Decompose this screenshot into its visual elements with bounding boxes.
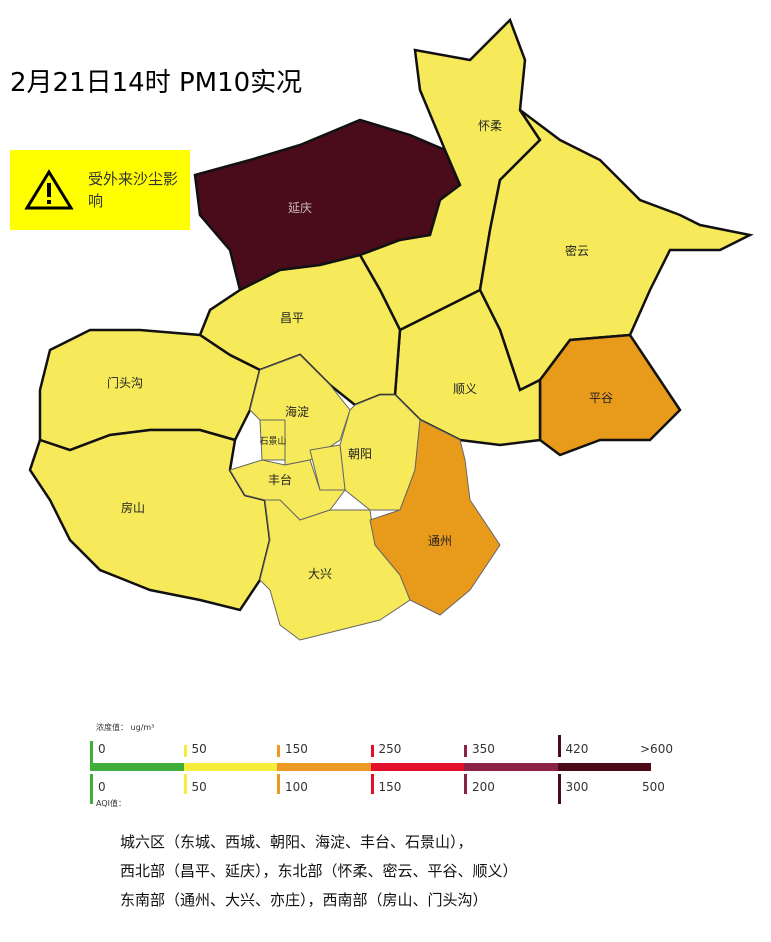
legend-tick xyxy=(183,745,187,757)
district-label: 怀柔 xyxy=(478,119,502,133)
legend-color-segment xyxy=(464,763,558,771)
district-label: 顺义 xyxy=(453,382,477,396)
legend-tick xyxy=(370,745,374,757)
legend-tick xyxy=(370,774,374,794)
aqi-value: 100 xyxy=(285,780,308,794)
district-label: 门头沟 xyxy=(107,375,143,390)
district-15 xyxy=(309,444,346,491)
concentration-value: 250 xyxy=(378,742,402,756)
legend-tick xyxy=(277,745,280,757)
concentration-unit-label: 浓度值： ug/m³ xyxy=(96,723,155,732)
aqi-unit-label: AQI值： xyxy=(96,799,126,808)
district-label: 昌平 xyxy=(280,311,304,325)
district-label: 朝阳 xyxy=(348,447,372,461)
district-label: 平谷 xyxy=(589,391,613,405)
district-label: 大兴 xyxy=(308,567,332,581)
legend-tick xyxy=(557,735,561,757)
district-10 xyxy=(259,419,286,461)
note-line: 西北部（昌平、延庆），东北部（怀柔、密云、平谷、顺义） xyxy=(120,862,518,880)
region-notes: 城六区（东城、西城、朝阳、海淀、丰台、石景山）， 西北部（昌平、延庆），东北部（… xyxy=(120,828,518,915)
district-8 xyxy=(28,428,272,612)
aqi-value: 50 xyxy=(191,780,207,794)
legend-color-segment xyxy=(557,763,651,771)
concentration-value: 420 xyxy=(565,742,589,756)
aqi-value: 0 xyxy=(98,780,106,794)
legend-tick xyxy=(277,774,280,794)
aqi-value: 200 xyxy=(472,780,495,794)
warning-box: 受外来沙尘影响 xyxy=(10,150,190,230)
concentration-value: >600 xyxy=(640,742,673,756)
aqi-value: 500 xyxy=(642,780,665,794)
concentration-value: 0 xyxy=(98,742,106,756)
district-label: 石景山 xyxy=(259,436,286,447)
legend-tick xyxy=(464,745,467,757)
concentration-value: 150 xyxy=(285,742,308,756)
district-label: 通州 xyxy=(428,534,452,548)
aqi-value: 150 xyxy=(378,780,402,794)
district-12 xyxy=(229,459,346,521)
district-label: 延庆 xyxy=(288,201,312,215)
concentration-value: 50 xyxy=(191,742,207,756)
legend-tick xyxy=(90,774,93,804)
district-label: 海淀 xyxy=(285,404,309,419)
map-title: 2月21日14时 PM10实况 xyxy=(10,68,303,98)
legend-color-segment xyxy=(370,763,464,771)
district-label: 丰台 xyxy=(268,472,292,487)
legend-color-segment xyxy=(90,763,184,771)
note-line: 城六区（东城、西城、朝阳、海淀、丰台、石景山）， xyxy=(120,833,473,851)
aqi-value: 300 xyxy=(565,780,589,794)
legend: 浓度值： ug/m³ AQI值： 0 50 150 250 350 420 >600 0 50 100… xyxy=(90,718,673,808)
legend-tick xyxy=(557,774,561,804)
warning-triangle-icon xyxy=(24,169,74,210)
district-14 xyxy=(369,419,501,616)
legend-color-segment xyxy=(183,763,277,771)
concentration-value: 350 xyxy=(472,742,495,756)
legend-tick xyxy=(183,774,187,794)
district-label: 房山 xyxy=(121,500,145,515)
note-line: 东南部（通州、大兴、亦庄），西南部（房山、门头沟） xyxy=(120,891,488,909)
legend-color-segment xyxy=(277,763,371,771)
district-label: 密云 xyxy=(565,243,589,258)
legend-tick xyxy=(90,741,93,763)
district-4 xyxy=(538,333,682,457)
district-3 xyxy=(478,109,754,392)
warning-text: 受外来沙尘影响 xyxy=(88,170,179,210)
legend-tick xyxy=(464,774,467,794)
